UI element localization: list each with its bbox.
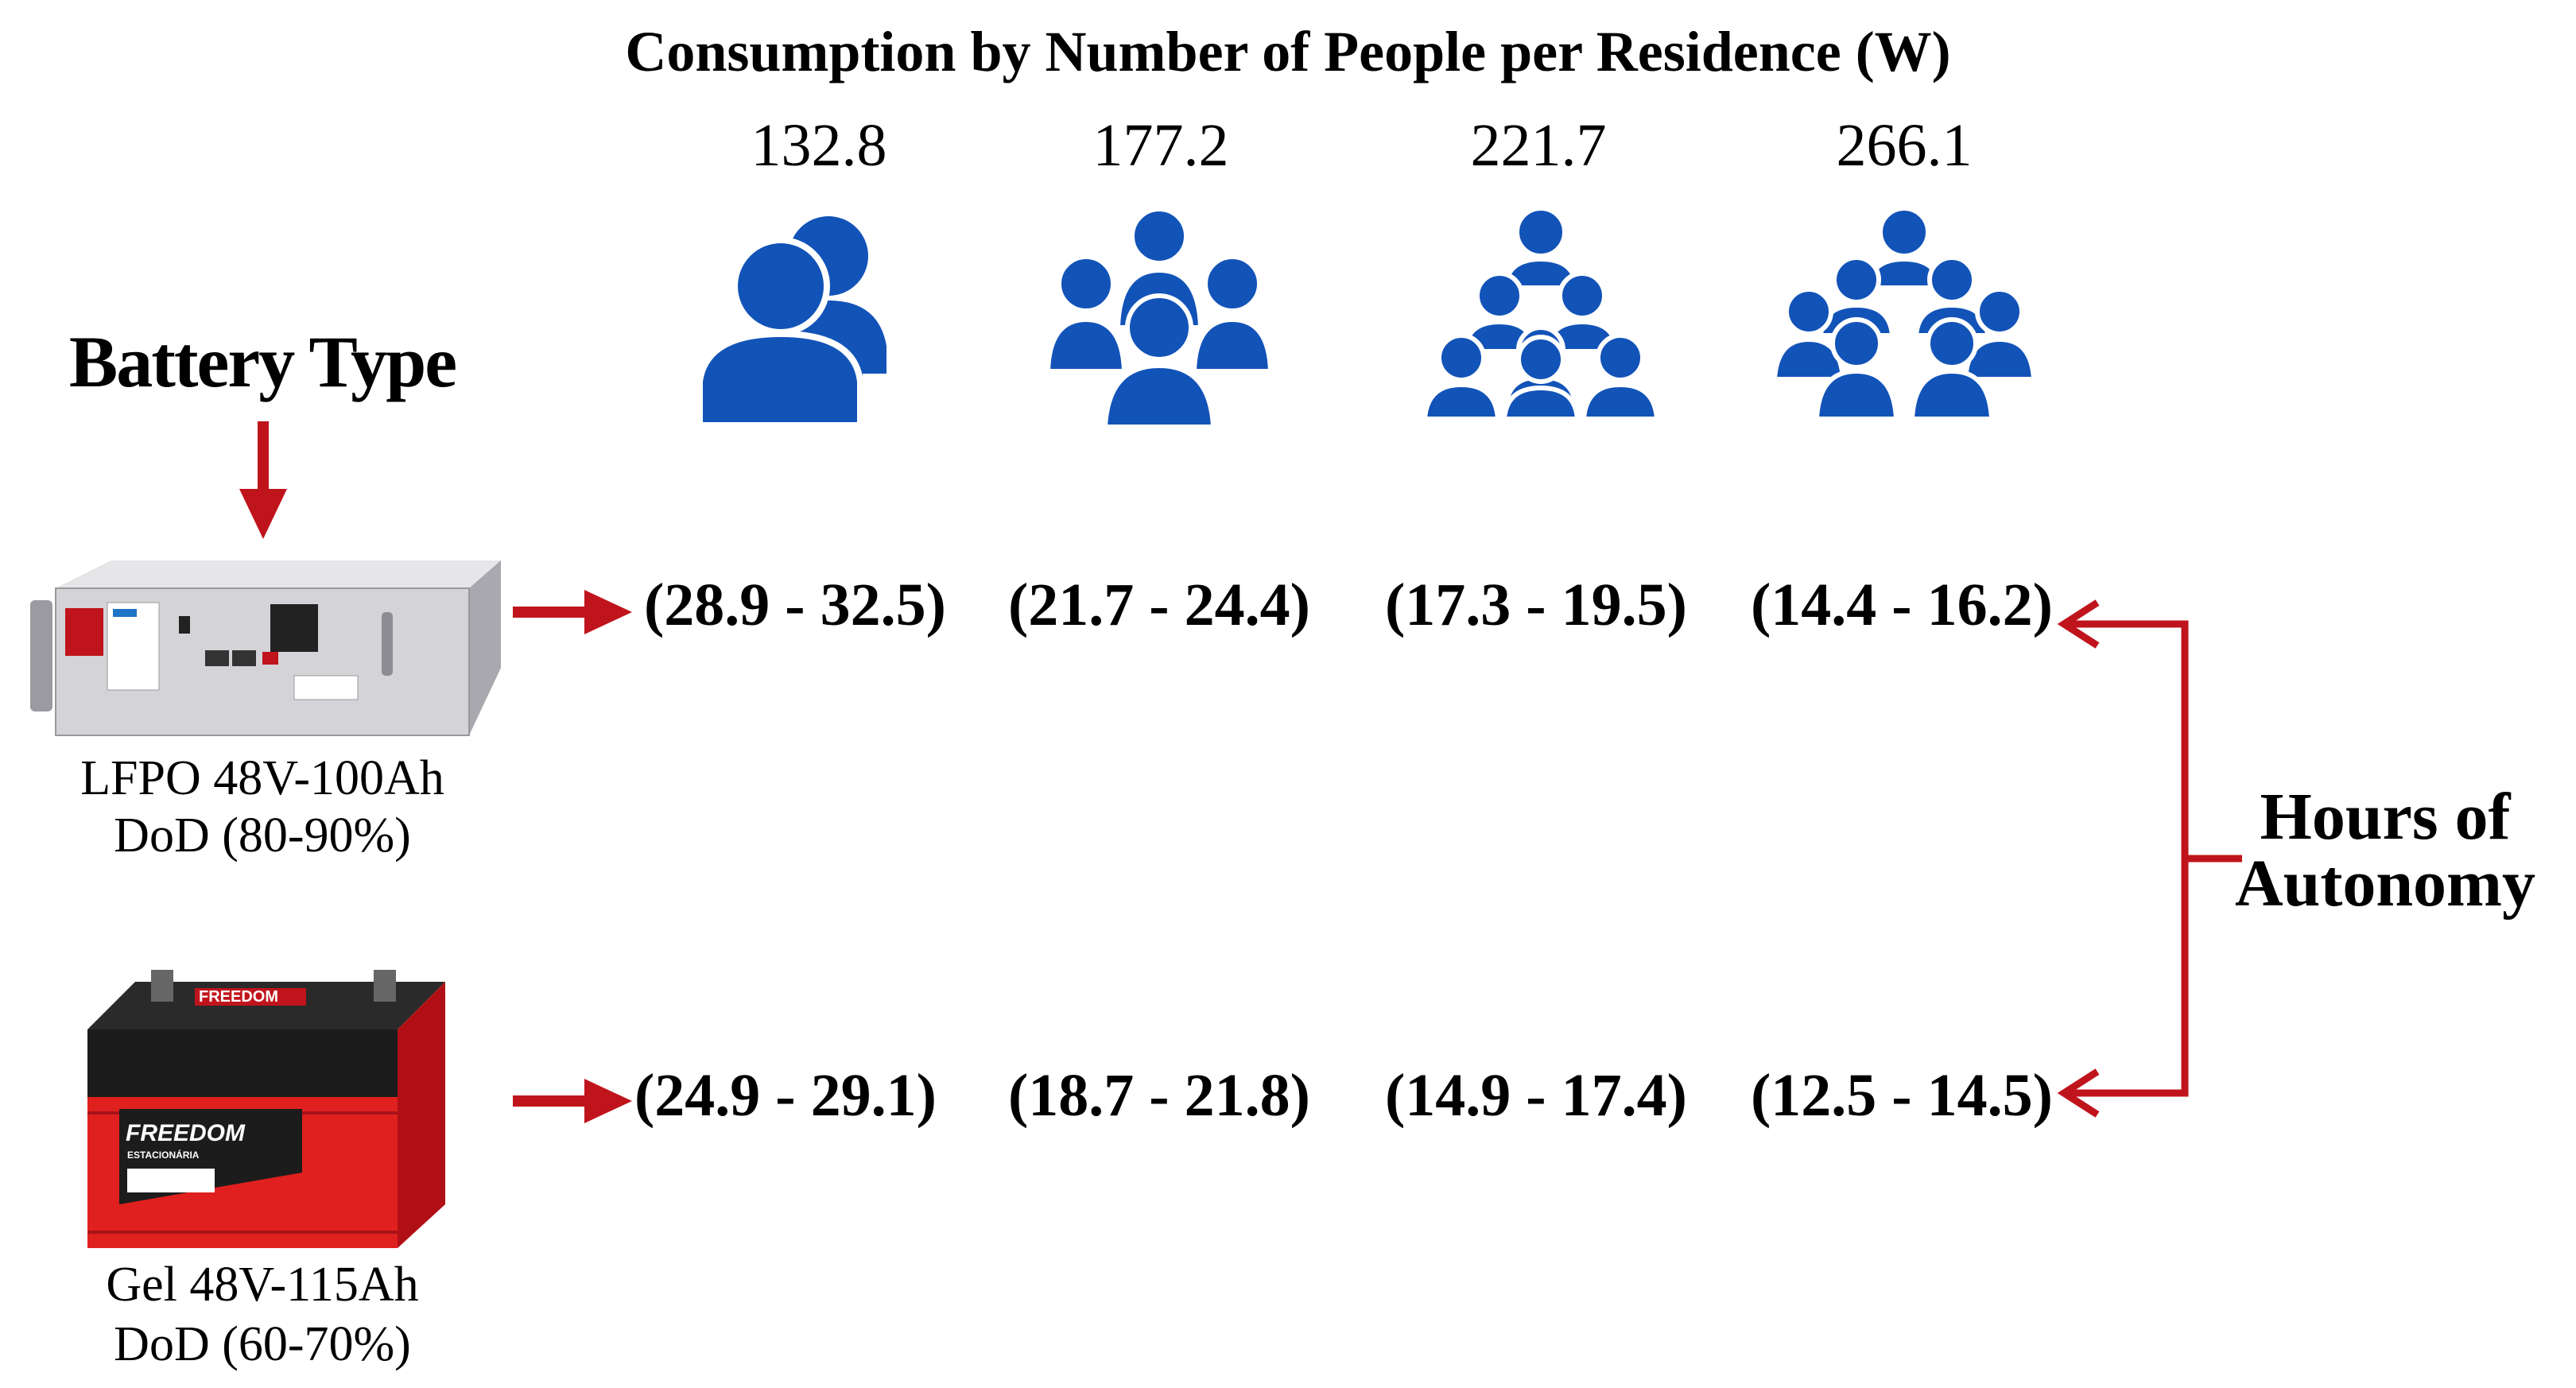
hours-label-line1: Hours of — [2260, 780, 2511, 854]
lithium-rack-battery-icon — [30, 560, 501, 736]
hours-label-line2: Autonomy — [2234, 847, 2536, 921]
gel-battery-top-brand-text: FREEDOM — [199, 988, 278, 1006]
lfpo-hours-7-people: (14.4 - 16.2) — [1751, 572, 2053, 638]
three-people-icon — [1045, 207, 1274, 429]
consumption-value-2-people: 132.8 — [751, 112, 887, 179]
seven-people-icon — [1771, 206, 2037, 421]
gel-battery-name: Gel 48V-115Ah — [106, 1258, 419, 1312]
gel-battery-dod: DoD (60-70%) — [114, 1317, 411, 1371]
consumption-value-3-people: 177.2 — [1092, 112, 1229, 179]
gel-battery-brand-text: FREEDOM — [126, 1120, 246, 1146]
lfpo-hours-2-people: (28.9 - 32.5) — [644, 572, 946, 638]
gel-hours-7-people: (12.5 - 14.5) — [1751, 1062, 2053, 1129]
lfpo-hours-3-people: (21.7 - 24.4) — [1008, 572, 1310, 638]
battery-type-label: Battery Type — [68, 321, 457, 402]
gel-battery-subtext: ESTACIONÁRIA — [127, 1149, 200, 1161]
gel-right-arrow-icon — [513, 1079, 632, 1123]
gel-battery-icon: FREEDOM FREEDOM ESTACIONÁRIA — [87, 970, 445, 1248]
lfpo-battery-name: LFPO 48V-100Ah — [80, 751, 444, 805]
six-people-icon — [1422, 206, 1660, 421]
gel-hours-6-people: (14.9 - 17.4) — [1385, 1062, 1687, 1129]
gel-hours-3-people: (18.7 - 21.8) — [1008, 1062, 1310, 1129]
down-arrow-icon — [239, 421, 287, 539]
two-people-icon — [696, 216, 886, 428]
hours-of-autonomy-label: Hours of Autonomy — [2226, 784, 2544, 917]
chart-title: Consumption by Number of People per Resi… — [625, 20, 1951, 83]
lfpo-right-arrow-icon — [513, 590, 632, 634]
lfpo-hours-6-people: (17.3 - 19.5) — [1385, 572, 1687, 638]
consumption-value-6-people: 221.7 — [1470, 112, 1607, 179]
gel-hours-2-people: (24.9 - 29.1) — [634, 1062, 937, 1129]
lfpo-battery-dod: DoD (80-90%) — [114, 808, 411, 863]
consumption-value-7-people: 266.1 — [1836, 112, 1973, 179]
autonomy-bracket-icon — [2057, 599, 2242, 1118]
